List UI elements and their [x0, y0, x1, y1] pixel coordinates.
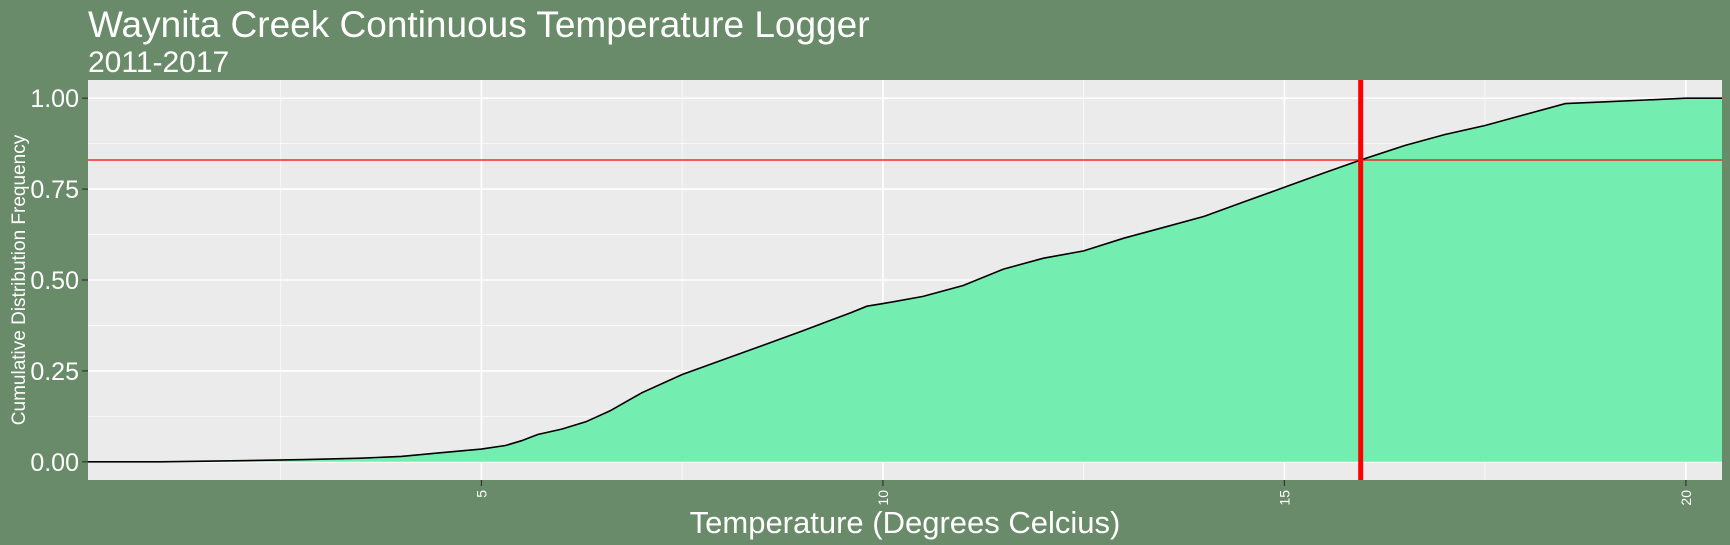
y-axis-ticks: 0.00 0.25 0.50 0.75 1.00	[30, 85, 88, 477]
y-axis-title: Cumulative Distribution Frequency	[9, 134, 30, 425]
chart-title: Waynita Creek Continuous Temperature Log…	[88, 4, 870, 45]
y-tick-label: 0.00	[30, 449, 79, 477]
y-tick-label: 1.00	[30, 85, 79, 113]
chart-subtitle: 2011-2017	[88, 46, 229, 79]
y-tick-label: 0.75	[30, 176, 79, 204]
x-tick-label: 20	[1678, 490, 1694, 506]
x-axis-ticks: 5 10 15 20	[473, 480, 1694, 506]
y-tick-label: 0.50	[30, 267, 79, 295]
cdf-area	[88, 98, 1722, 462]
x-tick-label: 5	[473, 490, 489, 498]
x-axis-title: Temperature (Degrees Celcius)	[690, 505, 1121, 540]
y-tick-label: 0.25	[30, 358, 79, 386]
cdf-line	[88, 97, 1722, 463]
x-tick-label: 15	[1276, 490, 1292, 506]
x-tick-label: 10	[875, 490, 891, 506]
